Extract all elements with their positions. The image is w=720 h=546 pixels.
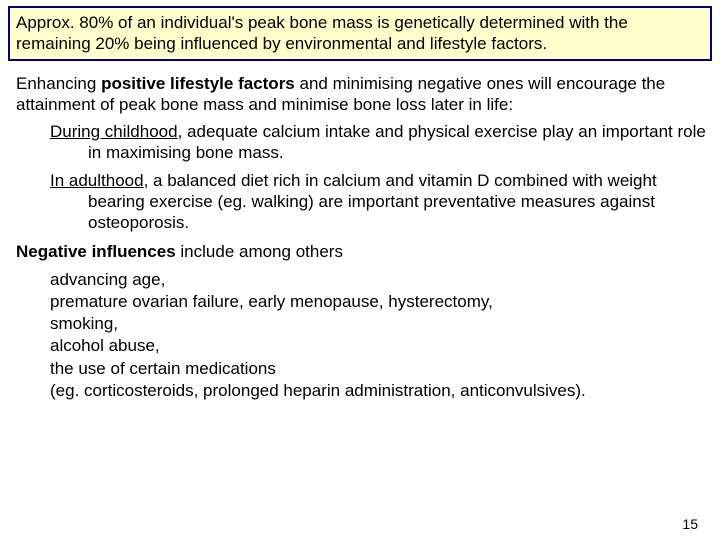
body-content: Enhancing positive lifestyle factors and… — [16, 73, 708, 402]
adulthood-label: In adulthood — [50, 171, 144, 190]
intro-paragraph: Enhancing positive lifestyle factors and… — [16, 73, 708, 116]
childhood-label: During childhood — [50, 122, 178, 141]
childhood-paragraph: During childhood, adequate calcium intak… — [16, 121, 708, 164]
page-number: 15 — [682, 516, 698, 532]
negative-rest: include among others — [176, 242, 343, 261]
negative-bold: Negative influences — [16, 242, 176, 261]
callout-text: Approx. 80% of an individual's peak bone… — [16, 13, 628, 53]
list-item: smoking, — [50, 313, 708, 334]
list-item: premature ovarian failure, early menopau… — [50, 291, 708, 312]
list-item: advancing age, — [50, 269, 708, 290]
adulthood-paragraph: In adulthood, a balanced diet rich in ca… — [16, 170, 708, 234]
childhood-rest: , adequate calcium intake and physical e… — [88, 122, 706, 162]
adulthood-rest: , a balanced diet rich in calcium and vi… — [88, 171, 657, 233]
intro-bold: positive lifestyle factors — [101, 74, 295, 93]
negative-heading: Negative influences include among others — [16, 241, 708, 262]
list-item: the use of certain medications — [50, 358, 708, 379]
intro-prefix: Enhancing — [16, 74, 101, 93]
list-item: (eg. corticosteroids, prolonged heparin … — [50, 380, 708, 401]
list-item: alcohol abuse, — [50, 335, 708, 356]
negative-list: advancing age, premature ovarian failure… — [50, 269, 708, 402]
highlight-callout: Approx. 80% of an individual's peak bone… — [8, 6, 712, 61]
